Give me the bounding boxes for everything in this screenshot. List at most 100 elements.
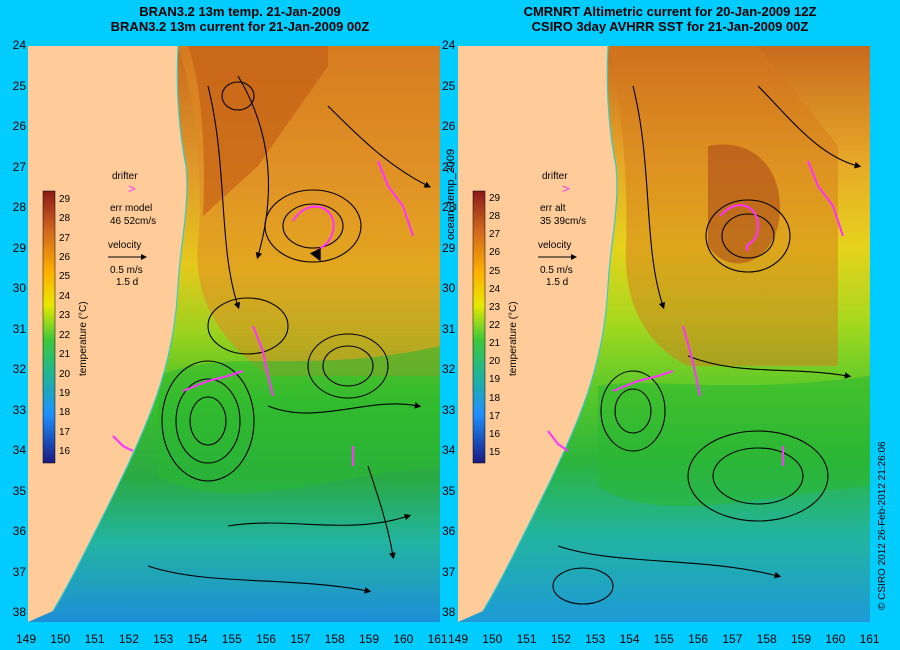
colorbar-tick-label: 22 xyxy=(489,320,501,331)
colorbar-tick-label: 22 xyxy=(59,329,71,341)
latitude-label: 38 xyxy=(442,605,456,619)
right-err-label: err alt xyxy=(540,203,566,214)
left-err-label: err model xyxy=(110,203,153,214)
right-drifter-label: drifter xyxy=(542,171,568,182)
latitude-label: 32 xyxy=(12,362,26,376)
right-velocity-label: velocity xyxy=(538,240,572,251)
latitude-label: 25 xyxy=(442,78,456,93)
longitude-label: 161 xyxy=(859,632,880,646)
drifter-tracks xyxy=(547,160,844,466)
colorbar-tick-label: 25 xyxy=(489,265,501,277)
latitude-label: 34 xyxy=(442,443,456,457)
left-title-line1: BRAN3.2 13m temp. 21-Jan-2009 xyxy=(139,4,341,19)
left-longitude-labels: 149 150 151 152 153 154 155 156 157 158 159 160 161 xyxy=(0,632,450,650)
longitude-label: 153 xyxy=(153,632,174,646)
right-map-panel: > drifter err alt 35 39cm/s velocity 0.5… xyxy=(458,46,870,622)
right-colorbar-title: temperature (°C) xyxy=(508,301,519,376)
colorbar-tick-label: 18 xyxy=(59,407,71,419)
longitude-label: 150 xyxy=(50,632,71,646)
longitude-label: 160 xyxy=(393,632,414,646)
colorbar-tick-label: 16 xyxy=(489,428,501,440)
current-streamlines xyxy=(147,75,431,594)
right-title-line1: CMRNRT Altimetric current for 20-Jan-200… xyxy=(523,4,817,19)
left-title-line2: BRAN3.2 13m current for 21-Jan-2009 00Z xyxy=(110,19,370,34)
latitude-label: 25 xyxy=(12,78,26,93)
longitude-label: 160 xyxy=(825,632,846,646)
colorbar-tick-label: 27 xyxy=(59,232,71,244)
left-map-svg: > xyxy=(28,46,440,622)
colorbar-tick-label: 29 xyxy=(59,193,71,205)
colorbar-tick-label: 24 xyxy=(59,290,71,302)
latitude-label: 31 xyxy=(442,321,456,336)
left-velocity-duration: 1.5 d xyxy=(116,277,139,288)
colorbar-tick-label: 23 xyxy=(489,301,501,313)
latitude-label: 32 xyxy=(442,362,456,376)
longitude-label: 159 xyxy=(790,632,812,646)
right-velocity-scale: 0.5 m/s xyxy=(540,265,573,276)
longitude-label: 149 xyxy=(447,632,469,646)
right-latitude-labels: 24 25 26 27 28 29 30 31 32 33 34 35 36 37 38 xyxy=(440,0,460,650)
colorbar xyxy=(472,190,486,464)
colorbar-tick-label: 26 xyxy=(489,247,501,259)
longitude-label: 154 xyxy=(619,632,640,646)
longitude-label: 156 xyxy=(688,632,709,646)
latitude-label: 24 xyxy=(12,38,26,52)
left-map-panel: > drifter err model 46 52cm/s velocity 0… xyxy=(28,46,440,622)
drifter-tracks xyxy=(112,160,414,466)
longitude-label: 156 xyxy=(256,632,277,646)
left-panel-title: BRAN3.2 13m temp. 21-Jan-2009 BRAN3.2 13… xyxy=(60,4,420,34)
colorbar-tick-label: 15 xyxy=(489,446,501,458)
left-velocity-label: velocity xyxy=(108,240,142,251)
left-latitude-labels: 24 25 26 27 28 29 30 31 32 33 34 35 36 37 38 xyxy=(0,0,28,650)
colorbar-tick-label: 18 xyxy=(489,392,501,404)
drifter-legend-icon: > xyxy=(128,181,136,196)
latitude-label: 35 xyxy=(442,483,456,498)
right-longitude-labels: 149 150 151 152 153 154 155 156 157 158 159 160 161 xyxy=(0,632,900,650)
longitude-label: 159 xyxy=(358,632,380,646)
latitude-label: 24 xyxy=(442,38,456,52)
colorbar-tick-label: 28 xyxy=(489,211,501,223)
longitude-label: 157 xyxy=(722,632,743,646)
current-streamlines xyxy=(552,85,862,605)
latitude-label: 26 xyxy=(12,119,26,133)
left-err-value: 46 52cm/s xyxy=(110,216,157,227)
left-drifter-label: drifter xyxy=(112,171,138,182)
latitude-label: 36 xyxy=(12,524,26,538)
colorbar-tick-label: 28 xyxy=(59,213,71,225)
colorbar-tick-label: 16 xyxy=(59,446,71,458)
colorbar-tick-label: 21 xyxy=(489,338,501,350)
left-colorbar-title: temperature (°C) xyxy=(78,301,89,376)
longitude-label: 149 xyxy=(15,632,37,646)
warmest-core xyxy=(188,46,328,216)
latitude-label: 30 xyxy=(12,281,26,295)
colorbar-tick-label: 20 xyxy=(59,368,71,380)
longitude-label: 151 xyxy=(516,632,537,646)
longitude-label: 151 xyxy=(84,632,105,646)
latitude-label: 27 xyxy=(442,159,456,174)
colorbar-tick-label: 26 xyxy=(59,252,71,263)
longitude-label: 158 xyxy=(324,632,345,646)
right-map-svg: > xyxy=(458,46,870,622)
longitude-label: 161 xyxy=(427,632,448,646)
colorbar xyxy=(42,190,56,464)
latitude-label: 33 xyxy=(12,402,26,417)
land-mass xyxy=(28,46,187,622)
latitude-label: 31 xyxy=(12,321,26,336)
land-mass xyxy=(458,46,617,622)
center-label: ocean_temp_2009 xyxy=(445,148,457,240)
longitude-label: 155 xyxy=(221,632,242,646)
latitude-label: 29 xyxy=(442,240,456,255)
latitude-label: 27 xyxy=(12,159,26,174)
coastline xyxy=(482,46,618,612)
colorbar-tick-label: 17 xyxy=(489,410,501,422)
longitude-label: 150 xyxy=(482,632,503,646)
longitude-label: 154 xyxy=(187,632,208,646)
colorbar-tick-label: 24 xyxy=(489,283,501,295)
latitude-label: 36 xyxy=(442,524,456,538)
latitude-label: 37 xyxy=(442,564,456,579)
colorbar-tick-label: 25 xyxy=(59,271,71,283)
latitude-label: 35 xyxy=(12,483,26,498)
colorbar-tick-label: 19 xyxy=(59,388,71,399)
longitude-label: 153 xyxy=(585,632,606,646)
right-title-line2: CSIRO 3day AVHRR SST for 21-Jan-2009 00Z xyxy=(531,19,809,34)
